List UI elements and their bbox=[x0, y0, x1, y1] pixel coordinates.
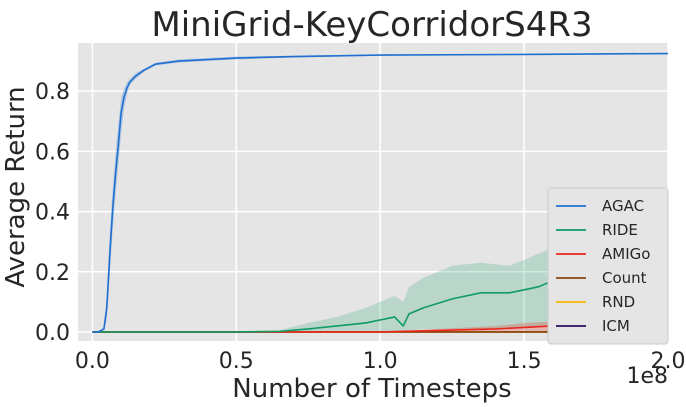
x-tick-label: 1.5 bbox=[507, 349, 542, 374]
x-tick-label: 0.5 bbox=[219, 349, 254, 374]
line-agac bbox=[92, 52, 669, 333]
band-amigo bbox=[92, 306, 668, 332]
legend-label: AMIGo bbox=[602, 245, 650, 263]
y-tick-label: 0.0 bbox=[35, 321, 70, 346]
y-tick-label: 0.4 bbox=[35, 201, 70, 226]
x-tick-label: 1.0 bbox=[363, 349, 398, 374]
chart-title: MiniGrid-KeyCorridorS4R3 bbox=[151, 5, 592, 45]
x-tick-label: 2.0 bbox=[651, 349, 686, 374]
legend-label: RIDE bbox=[602, 221, 638, 239]
legend: AGAC RIDE AMIGo Count RND ICM bbox=[547, 187, 669, 345]
legend-label: AGAC bbox=[602, 197, 644, 215]
y-tick-label: 0.2 bbox=[35, 261, 70, 286]
x-axis-multiplier: 1e8 bbox=[626, 364, 668, 389]
legend-label: ICM bbox=[602, 317, 630, 335]
y-axis-label: Average Return bbox=[1, 86, 31, 287]
y-tick-label: 0.8 bbox=[35, 80, 70, 105]
y-tick-label: 0.6 bbox=[35, 140, 70, 165]
tick-labels: 0.0 0.5 1.0 1.5 2.0 0.0 0.2 0.4 0.6 0.8 bbox=[35, 80, 686, 374]
legend-label: RND bbox=[602, 293, 635, 311]
x-axis-label: Number of Timesteps bbox=[232, 374, 511, 404]
legend-label: Count bbox=[602, 269, 647, 287]
band-ride bbox=[92, 238, 668, 332]
legend-box bbox=[547, 187, 669, 345]
x-tick-label: 0.0 bbox=[75, 349, 110, 374]
